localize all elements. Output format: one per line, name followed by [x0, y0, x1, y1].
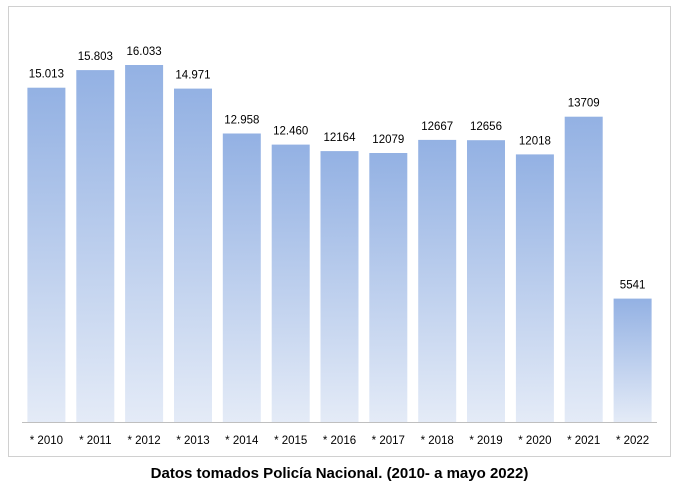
tick-label-2018: * 2018 [421, 435, 454, 447]
tick-label-2019: * 2019 [469, 435, 502, 447]
data-label-2014: 12.958 [224, 115, 259, 127]
bar-2014 [222, 133, 261, 422]
bars-group [27, 65, 652, 422]
tick-label-2017: * 2017 [372, 435, 405, 447]
data-label-2016: 12164 [324, 132, 357, 144]
bar-2013 [174, 88, 212, 422]
bar-2019 [467, 140, 505, 422]
data-label-2010: 15.013 [29, 69, 64, 81]
tick-label-2014: * 2014 [225, 435, 259, 447]
tick-label-2015: * 2015 [274, 435, 307, 447]
data-label-2012: 16.033 [127, 46, 162, 58]
data-label-2015: 12.460 [273, 126, 308, 138]
data-labels-group: 15.013 15.803 16.033 14.971 12.958 12.460 1216… [29, 46, 646, 292]
bar-2010 [27, 87, 66, 422]
chart-caption: Datos tomados Policía Nacional. (2010- a… [150, 465, 529, 482]
tick-label-2022: * 2022 [616, 435, 649, 447]
data-label-2022: 5541 [620, 280, 646, 292]
bar-2012 [125, 65, 164, 422]
bar-chart: 15.013 15.803 16.033 14.971 12.958 12.460 1216… [22, 46, 657, 447]
tick-label-2020: * 2020 [518, 435, 551, 447]
data-label-2021: 13709 [568, 98, 600, 110]
bar-2016 [320, 151, 359, 422]
bar-2021 [564, 116, 603, 422]
bar-2017 [369, 153, 408, 422]
tick-label-2012: * 2012 [127, 435, 160, 447]
tick-label-2013: * 2013 [176, 435, 209, 447]
bar-2018 [418, 139, 457, 422]
data-label-2018: 12667 [421, 121, 453, 133]
tick-label-2011: * 2011 [79, 435, 111, 447]
tick-label-2010: * 2010 [30, 435, 63, 447]
bar-2011 [76, 70, 115, 422]
data-label-2017: 12079 [372, 134, 404, 146]
bar-2020 [515, 154, 554, 422]
tick-label-2021: * 2021 [567, 435, 600, 447]
data-label-2011: 15.803 [78, 51, 113, 63]
data-label-2020: 12018 [519, 135, 551, 147]
bar-2022 [613, 298, 652, 422]
tick-label-2016: * 2016 [323, 435, 356, 447]
tick-labels-group: * 2010 * 2011 * 2012 * 2013 * 2014 * 2015 * 20… [30, 435, 649, 447]
data-label-2019: 12656 [470, 121, 502, 133]
bar-2015 [271, 144, 310, 422]
data-label-2013: 14.971 [175, 70, 210, 82]
